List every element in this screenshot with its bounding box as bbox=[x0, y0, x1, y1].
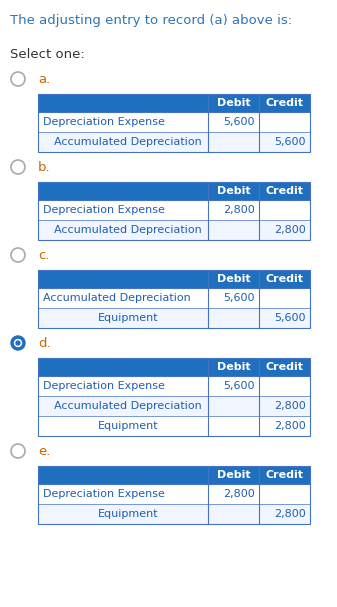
Text: b.: b. bbox=[38, 161, 51, 174]
Text: The adjusting entry to record (a) above is:: The adjusting entry to record (a) above … bbox=[10, 14, 292, 27]
Text: d.: d. bbox=[38, 337, 51, 350]
Bar bbox=[38, 416, 310, 436]
Bar bbox=[38, 182, 310, 240]
Text: 2,800: 2,800 bbox=[223, 205, 255, 215]
Text: 2,800: 2,800 bbox=[274, 421, 306, 431]
Bar bbox=[38, 182, 310, 200]
Bar bbox=[38, 288, 310, 308]
Text: 5,600: 5,600 bbox=[223, 381, 255, 391]
Bar bbox=[38, 200, 310, 220]
Bar bbox=[38, 466, 310, 524]
Text: Credit: Credit bbox=[266, 186, 304, 196]
Text: 5,600: 5,600 bbox=[223, 117, 255, 127]
Text: Debit: Debit bbox=[217, 470, 250, 480]
Bar bbox=[38, 376, 310, 396]
Bar bbox=[38, 220, 310, 240]
Bar bbox=[38, 308, 310, 328]
Text: Accumulated Depreciation: Accumulated Depreciation bbox=[43, 293, 191, 303]
Text: Credit: Credit bbox=[266, 98, 304, 108]
Bar bbox=[38, 358, 310, 376]
Text: 2,800: 2,800 bbox=[223, 489, 255, 499]
Bar bbox=[38, 484, 310, 504]
Text: 5,600: 5,600 bbox=[275, 313, 306, 323]
Bar bbox=[38, 358, 310, 436]
Bar bbox=[38, 270, 310, 328]
Bar bbox=[38, 94, 310, 152]
Bar bbox=[38, 396, 310, 416]
Text: Debit: Debit bbox=[217, 98, 250, 108]
Circle shape bbox=[11, 336, 25, 350]
Text: 2,800: 2,800 bbox=[274, 509, 306, 519]
Text: Select one:: Select one: bbox=[10, 48, 85, 61]
Bar bbox=[38, 466, 310, 484]
Text: c.: c. bbox=[38, 249, 50, 262]
Text: Depreciation Expense: Depreciation Expense bbox=[43, 205, 165, 215]
Text: 5,600: 5,600 bbox=[275, 137, 306, 147]
Text: a.: a. bbox=[38, 73, 50, 86]
Text: Debit: Debit bbox=[217, 362, 250, 372]
Bar bbox=[38, 112, 310, 132]
Text: Accumulated Depreciation: Accumulated Depreciation bbox=[54, 401, 202, 411]
Bar bbox=[38, 132, 310, 152]
Text: Depreciation Expense: Depreciation Expense bbox=[43, 489, 165, 499]
Text: Equipment: Equipment bbox=[98, 313, 158, 323]
Text: Accumulated Depreciation: Accumulated Depreciation bbox=[54, 137, 202, 147]
Bar bbox=[38, 504, 310, 524]
Text: Debit: Debit bbox=[217, 186, 250, 196]
Text: e.: e. bbox=[38, 445, 50, 458]
Text: Equipment: Equipment bbox=[98, 509, 158, 519]
Text: Credit: Credit bbox=[266, 470, 304, 480]
Bar bbox=[38, 94, 310, 112]
Text: Depreciation Expense: Depreciation Expense bbox=[43, 381, 165, 391]
Text: 2,800: 2,800 bbox=[274, 401, 306, 411]
Text: 2,800: 2,800 bbox=[274, 225, 306, 235]
Text: Equipment: Equipment bbox=[98, 421, 158, 431]
Text: Accumulated Depreciation: Accumulated Depreciation bbox=[54, 225, 202, 235]
Text: Debit: Debit bbox=[217, 274, 250, 284]
Text: 5,600: 5,600 bbox=[223, 293, 255, 303]
Bar bbox=[38, 270, 310, 288]
Circle shape bbox=[16, 341, 20, 345]
Text: Depreciation Expense: Depreciation Expense bbox=[43, 117, 165, 127]
Text: Credit: Credit bbox=[266, 362, 304, 372]
Circle shape bbox=[14, 339, 22, 347]
Text: Credit: Credit bbox=[266, 274, 304, 284]
